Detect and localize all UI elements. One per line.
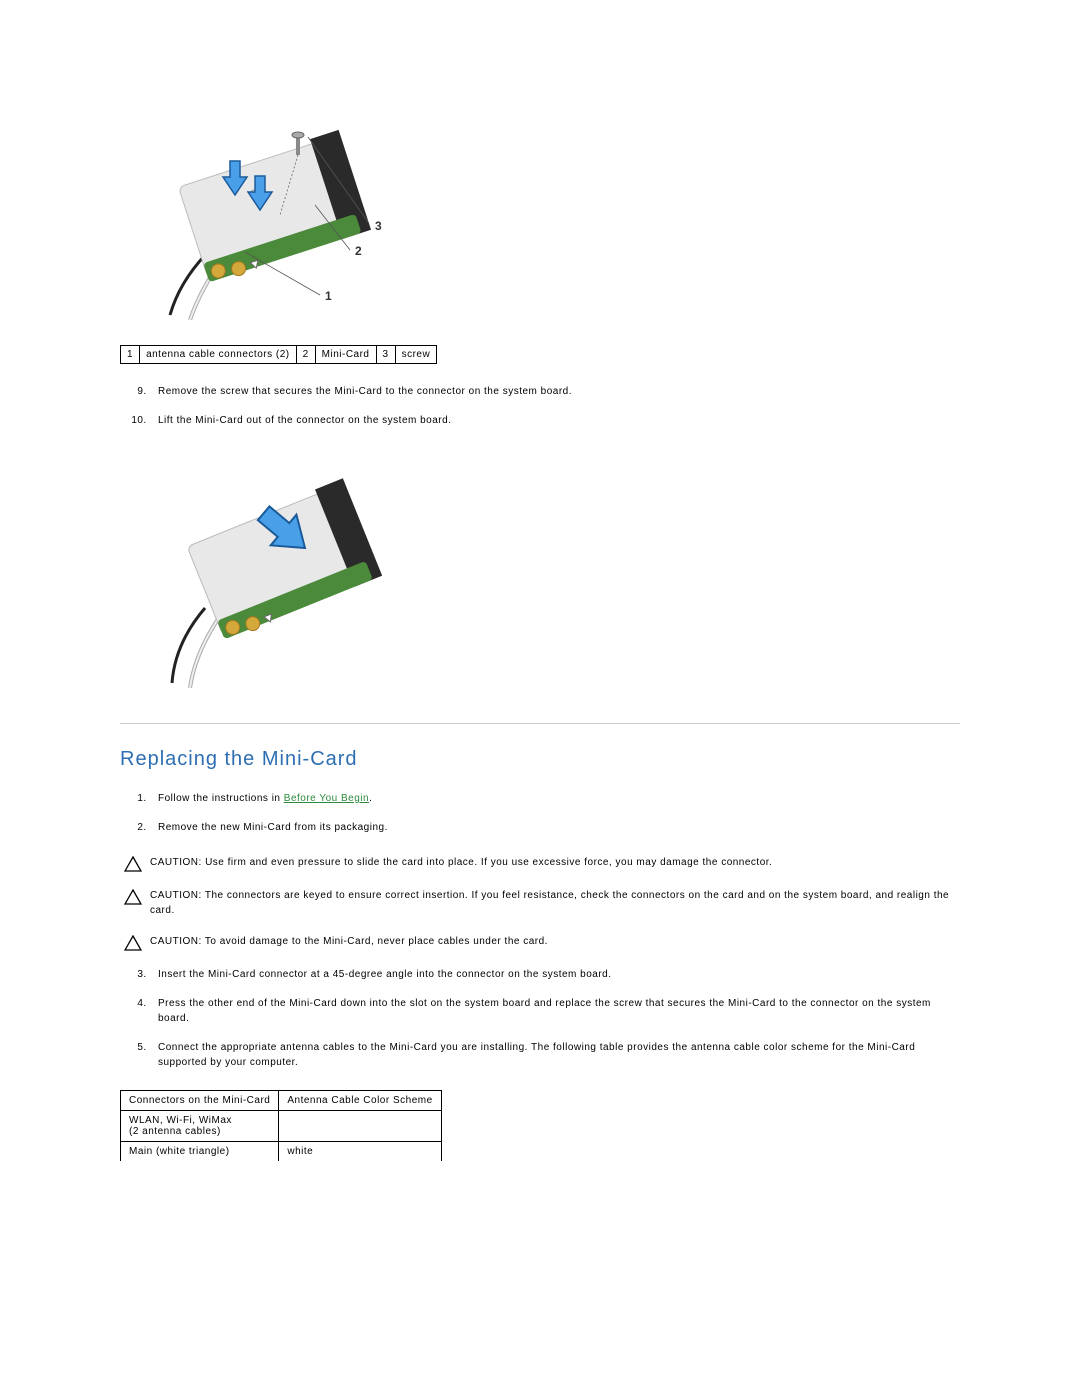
caution-icon bbox=[124, 889, 142, 905]
caution-icon bbox=[124, 935, 142, 951]
diagram-minicard-lift bbox=[150, 448, 960, 693]
antenna-color-table: Connectors on the Mini-Card Antenna Cabl… bbox=[120, 1090, 442, 1161]
step-5: Connect the appropriate antenna cables t… bbox=[150, 1040, 960, 1070]
colortable-r1c2 bbox=[279, 1111, 441, 1142]
step-2: Remove the new Mini-Card from its packag… bbox=[150, 820, 960, 835]
caution-3: CAUTION: To avoid damage to the Mini-Car… bbox=[120, 934, 960, 951]
step-3: Insert the Mini-Card connector at a 45-d… bbox=[150, 967, 960, 982]
step-10: Lift the Mini-Card out of the connector … bbox=[150, 413, 960, 428]
colortable-h2: Antenna Cable Color Scheme bbox=[279, 1091, 441, 1111]
callout-text-1: antenna cable connectors (2) bbox=[140, 346, 297, 364]
before-you-begin-link[interactable]: Before You Begin bbox=[284, 793, 369, 804]
callout-text-3: screw bbox=[395, 346, 437, 364]
callout-table: 1 antenna cable connectors (2) 2 Mini-Ca… bbox=[120, 345, 437, 364]
caution-2: CAUTION: The connectors are keyed to ens… bbox=[120, 888, 960, 918]
step-1: Follow the instructions in Before You Be… bbox=[150, 791, 960, 806]
diagram1-label-2: 2 bbox=[355, 244, 362, 258]
callout-num-2: 2 bbox=[296, 346, 315, 364]
diagram1-label-3: 3 bbox=[375, 219, 382, 233]
callout-text-2: Mini-Card bbox=[315, 346, 376, 364]
diagram-minicard-removal: 1 2 3 bbox=[150, 80, 960, 325]
callout-num-1: 1 bbox=[121, 346, 140, 364]
replace-steps-3-5: Insert the Mini-Card connector at a 45-d… bbox=[120, 967, 960, 1070]
diagram1-label-1: 1 bbox=[325, 289, 332, 303]
caution-1: CAUTION: Use firm and even pressure to s… bbox=[120, 855, 960, 872]
step-9: Remove the screw that secures the Mini-C… bbox=[150, 384, 960, 399]
colortable-r2c1: Main (white triangle) bbox=[121, 1142, 279, 1162]
removal-steps: Remove the screw that secures the Mini-C… bbox=[120, 384, 960, 428]
colortable-r1c1: WLAN, Wi-Fi, WiMax (2 antenna cables) bbox=[121, 1111, 279, 1142]
colortable-r2c2: white bbox=[279, 1142, 441, 1162]
step-4: Press the other end of the Mini-Card dow… bbox=[150, 996, 960, 1026]
callout-num-3: 3 bbox=[376, 346, 395, 364]
caution-icon bbox=[124, 856, 142, 872]
colortable-h1: Connectors on the Mini-Card bbox=[121, 1091, 279, 1111]
replace-steps-1-2: Follow the instructions in Before You Be… bbox=[120, 791, 960, 835]
section-divider bbox=[120, 723, 960, 724]
heading-replacing: Replacing the Mini-Card bbox=[120, 748, 960, 771]
